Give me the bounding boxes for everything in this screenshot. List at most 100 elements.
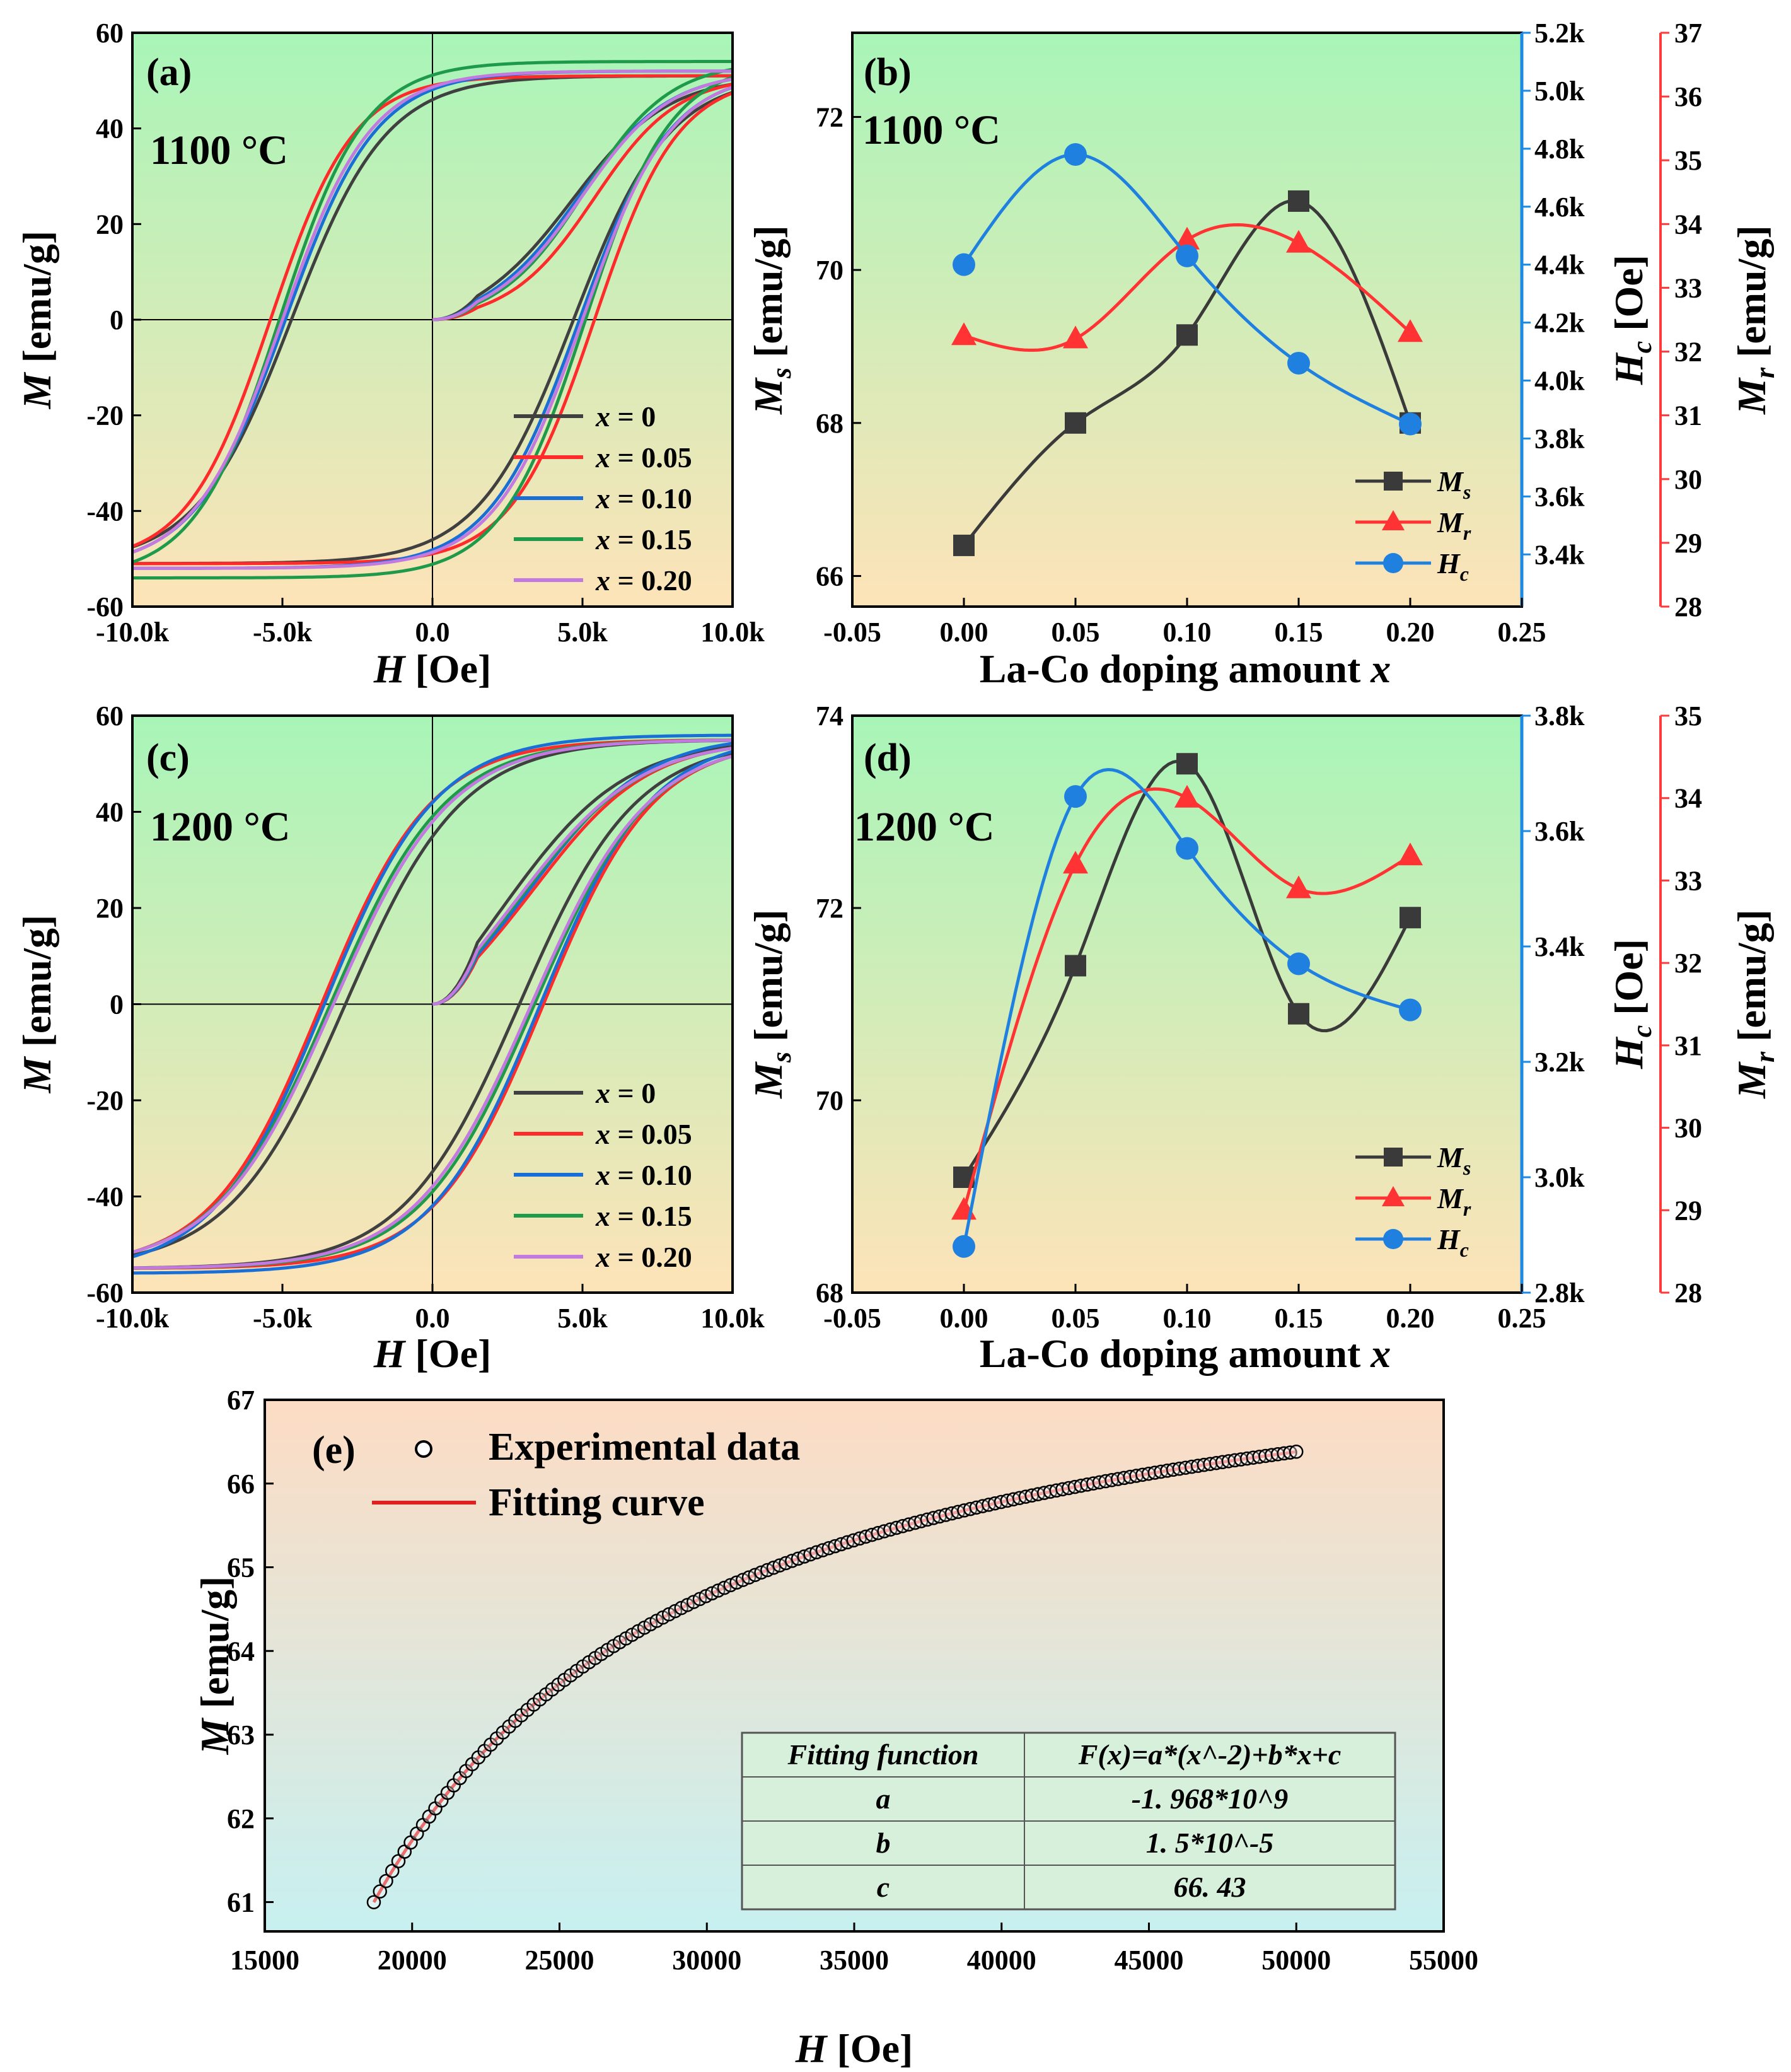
y-tick-label: 0	[110, 305, 124, 335]
x-tick-label: 0.05	[1052, 1303, 1100, 1334]
y-tick-label: 70	[816, 1085, 843, 1116]
marker-Mr	[1174, 784, 1200, 808]
y-tick-label: 64	[227, 1636, 255, 1667]
panel-c-temperature: 1200 °C	[150, 804, 291, 850]
panel-c-ticks: -10.0k -5.0k 0.0 5.0k 10.0k -60 -40 -20 0 20 40 60	[86, 701, 765, 1334]
legend-marker-2	[1383, 1229, 1403, 1249]
x-tick-label: 0.25	[1498, 617, 1546, 648]
legend-text-1: x = 0.05	[595, 1118, 692, 1150]
fit-table-b-value: 1. 5*10^-5	[1146, 1827, 1274, 1859]
x-tick-label: 0.10	[1163, 617, 1212, 648]
marker-Ms	[1288, 1003, 1309, 1025]
legend-var: x	[595, 1118, 610, 1150]
x-tick-label: 0.20	[1386, 1303, 1435, 1334]
marker-Mr	[1174, 226, 1200, 250]
panel-e-curves	[366, 1445, 1304, 1909]
y-tick-label: 74	[816, 701, 843, 731]
legend-text-4: x = 0.20	[595, 1241, 692, 1273]
y3-tick-label: 29	[1674, 528, 1702, 559]
panel-c-legend: x = 0 x = 0.05 x = 0.10 x = 0.15 x = 0.20	[514, 1077, 692, 1273]
panel-a-xlabel: H [Oe]	[373, 646, 492, 691]
y2-tick-label: 2.8k	[1534, 1278, 1585, 1308]
experimental-point	[1289, 1445, 1304, 1459]
y3-tick-label: 34	[1674, 783, 1702, 814]
hysteresis-initial-1	[432, 83, 733, 322]
panel-c-label: (c)	[146, 736, 190, 779]
x-tick-label: 15000	[230, 1945, 299, 1976]
marker-Hc	[953, 253, 975, 276]
x-tick-label: 0.05	[1052, 617, 1100, 648]
x-tick-label: 40000	[967, 1945, 1036, 1976]
y-tick-label: 66	[816, 561, 843, 591]
legend-var: x	[595, 441, 610, 474]
fit-table-a-value: -1. 968*10^9	[1132, 1783, 1289, 1815]
marker-Mr	[1286, 875, 1311, 899]
marker-Ms	[953, 534, 975, 556]
marker-Hc	[1399, 412, 1422, 436]
legend-subscript: r	[1463, 1197, 1471, 1220]
y3-tick-label: 33	[1674, 272, 1702, 303]
x-tick-label: 0.10	[1163, 1303, 1212, 1334]
y2-tick-label: 5.0k	[1534, 76, 1585, 107]
y2-tick-label: 3.2k	[1534, 1047, 1585, 1078]
hysteresis-initial-4	[432, 77, 733, 322]
x-tick-label: 0.20	[1386, 617, 1435, 648]
marker-Ms	[1288, 190, 1309, 212]
panel-b-xlabel: La-Co doping amount x	[980, 646, 1391, 691]
y2-tick-label: 3.4k	[1534, 931, 1585, 962]
y2-tick-label: 3.6k	[1534, 816, 1585, 847]
x-tick-label: 5.0k	[557, 1303, 608, 1334]
fit-table-c-label: c	[877, 1871, 890, 1903]
fit-table-b-label: b	[876, 1827, 891, 1859]
x-tick-label: -10.0k	[96, 617, 170, 648]
hysteresis-descending-4	[132, 738, 733, 1254]
x-tick-label: -5.0k	[253, 617, 313, 648]
legend-text-2: x = 0.10	[595, 1159, 692, 1191]
x-tick-label: 10.0k	[700, 617, 765, 648]
legend-marker-1	[1382, 1186, 1405, 1206]
marker-Mr	[1286, 230, 1311, 253]
marker-Ms	[1400, 907, 1421, 929]
x-tick-label: 0.15	[1275, 1303, 1323, 1334]
y-tick-label: 68	[816, 1278, 843, 1308]
y-tick-label: 61	[227, 1887, 255, 1918]
y2-tick-label: 4.6k	[1534, 192, 1585, 223]
legend-var: x	[595, 482, 610, 515]
marker-Mr	[1398, 842, 1423, 866]
panel-a-ylabel: M [emu/g]	[14, 231, 59, 410]
x-tick-label: -0.05	[823, 617, 881, 648]
legend-text-1: x = 0.05	[595, 441, 692, 474]
panel-a-legend: x = 0 x = 0.05 x = 0.10 x = 0.15 x = 0.20	[514, 400, 692, 597]
panel-d-doping-1200: -0.05 0.00 0.05 0.10 0.15 0.20 0.25 68 70 72 74 2.8…	[746, 701, 1780, 1376]
y3-tick-label: 32	[1674, 337, 1702, 368]
y-tick-label: 62	[227, 1803, 255, 1834]
legend-var: x	[595, 564, 610, 597]
panel-a-hysteresis-1100: -10.0k -5.0k 0.0 5.0k 10.0k-60-40-200204060 …	[14, 18, 765, 691]
marker-Ms	[1176, 324, 1198, 346]
legend-subscript: s	[1463, 1156, 1471, 1179]
x-tick-label: 0.00	[940, 617, 988, 648]
x-tick-label: 45000	[1115, 1945, 1184, 1976]
legend-subscript: r	[1463, 521, 1471, 544]
y-tick-label: 70	[816, 255, 843, 286]
panel-a-temperature: 1100 °C	[150, 127, 288, 173]
y-tick-label: -40	[86, 1182, 124, 1213]
experimental-point	[373, 1884, 387, 1899]
legend-text-3: x = 0.15	[595, 523, 692, 556]
y3-tick-label: 33	[1674, 865, 1702, 896]
y-tick-label: 20	[96, 209, 124, 240]
panel-d-y2label: Hc [Oe]	[1606, 939, 1657, 1069]
x-tick-label: 50000	[1261, 1945, 1331, 1976]
panel-b-curves	[951, 143, 1423, 556]
legend-var: x	[595, 1241, 610, 1273]
panel-b-temperature: 1100 °C	[862, 107, 1000, 153]
marker-Mr	[1398, 319, 1423, 342]
panel-b-y3label: Mr [emu/g]	[1729, 225, 1780, 415]
x-tick-label: 0.0	[415, 617, 450, 648]
marker-Ms	[1065, 412, 1086, 434]
panel-e-legend: Experimental data Fitting curve	[372, 1426, 800, 1524]
y-tick-label: 63	[227, 1720, 255, 1750]
marker-Ms	[1176, 753, 1198, 775]
panel-b-ylabel: Ms [emu/g]	[746, 225, 797, 415]
